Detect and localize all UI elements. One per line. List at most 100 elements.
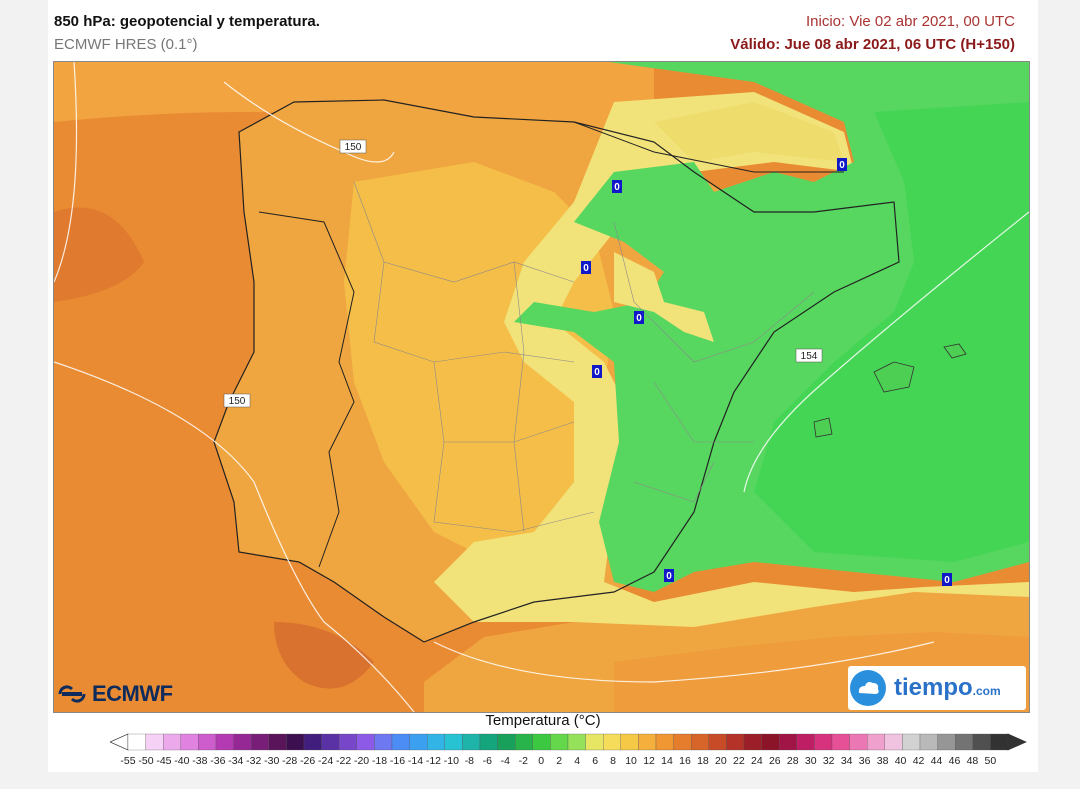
tiempo-logo-text: tiempo.com — [894, 674, 1001, 701]
atlantic-patch — [54, 207, 144, 302]
scale-swatch — [479, 733, 498, 751]
scale-tick-label: -50 — [138, 755, 154, 767]
scale-arrow-right — [1007, 733, 1027, 751]
scale-swatch — [268, 733, 287, 751]
zero-marker-8: 0 — [714, 382, 724, 395]
scale-swatch — [972, 733, 991, 751]
scale-arrow-left — [110, 733, 129, 751]
scale-tick-label: -30 — [264, 755, 280, 767]
scale-swatch — [462, 733, 481, 751]
scale-tick-label: 20 — [715, 755, 727, 767]
forecast-card: 850 hPa: geopotencial y temperatura. ECM… — [48, 0, 1038, 772]
scale-swatch — [655, 733, 674, 751]
scale-swatch — [638, 733, 657, 751]
scale-tick-label: -22 — [336, 755, 352, 767]
scale-swatch — [902, 733, 921, 751]
valid-time: Válido: Jue 08 abr 2021, 06 UTC (H+150) — [730, 36, 1015, 53]
scale-swatch — [374, 733, 393, 751]
ibiza — [813, 417, 833, 438]
scale-swatch — [884, 733, 903, 751]
scale-swatch — [145, 733, 164, 751]
legend-title: Temperatura (°C) — [485, 712, 601, 729]
zero-marker-6: 0 — [664, 569, 674, 582]
scale-swatch — [251, 733, 269, 751]
scale-tick-label: 8 — [610, 755, 617, 767]
scale-swatch — [286, 733, 305, 751]
svg-text:0: 0 — [944, 575, 950, 586]
scale-swatch — [163, 733, 181, 751]
scale-tick-label: -2 — [518, 755, 528, 767]
zero-isotherm-band — [434, 92, 1029, 712]
scale-tick-label: 36 — [858, 755, 871, 767]
scale-swatch — [339, 733, 357, 751]
scale-tick-label: 44 — [930, 755, 943, 767]
scale-tick-label: -10 — [443, 755, 459, 767]
svg-text:154: 154 — [801, 351, 818, 362]
scale-swatch — [515, 733, 533, 751]
scale-tick-label: 28 — [786, 755, 799, 767]
scale-swatch — [779, 733, 797, 751]
scale-tick-label: 46 — [948, 755, 961, 767]
zero-marker-3: 0 — [581, 261, 591, 274]
france-border — [573, 121, 844, 173]
warm-tongue — [614, 252, 714, 342]
zero-marker-2: 0 — [837, 158, 847, 171]
scale-swatch — [409, 733, 428, 751]
scale-swatch — [849, 733, 868, 751]
scale-tick-label: -14 — [407, 755, 424, 767]
scale-tick-label: 30 — [804, 755, 817, 767]
scale-swatch — [620, 733, 639, 751]
scale-tick-label: 4 — [574, 755, 581, 767]
scale-tick-label: -18 — [371, 755, 388, 767]
color-scale — [110, 733, 1027, 751]
svg-text:0: 0 — [583, 263, 589, 274]
scale-swatch — [743, 733, 762, 751]
scale-tick-label: -36 — [210, 755, 226, 767]
mediterranean-cold — [754, 102, 1029, 562]
scale-tick-label: -34 — [228, 755, 244, 767]
tiempo-logo[interactable]: tiempo.com — [848, 666, 1026, 710]
scale-tick-label: -32 — [246, 755, 262, 767]
scale-tick-label: -16 — [389, 755, 406, 767]
scale-tick-label: 18 — [697, 755, 709, 767]
map-title: 850 hPa: geopotencial y temperatura. — [54, 13, 320, 30]
temperature-map[interactable]: 150 150 154 0 0 0 0 0 0 0 0 — [53, 61, 1030, 713]
scale-tick-label: 14 — [661, 755, 673, 767]
contour-label-2: 150 — [223, 393, 251, 408]
scale-swatch — [691, 733, 709, 751]
scale-swatch — [497, 733, 516, 751]
ecmwf-logo: ECMWF — [56, 681, 173, 706]
scale-swatch — [127, 733, 146, 751]
scale-swatch — [198, 733, 217, 751]
scale-tick-label: 42 — [912, 755, 925, 767]
scale-swatch — [937, 733, 956, 751]
scale-tick-label: 38 — [876, 755, 889, 767]
scale-tick-label: 50 — [984, 755, 997, 767]
svg-text:0: 0 — [594, 367, 600, 378]
scale-tick-label: -26 — [300, 755, 316, 767]
cloud-icon — [850, 670, 886, 706]
scale-tick-label: 12 — [643, 755, 655, 767]
cold-sea-patch — [274, 622, 374, 689]
scale-swatch — [796, 733, 815, 751]
scale-swatch — [233, 733, 252, 751]
portugal-border — [258, 211, 355, 568]
mallorca — [873, 361, 915, 393]
pyrenees-band — [654, 102, 844, 162]
scale-swatch — [444, 733, 463, 751]
scale-swatch — [180, 733, 199, 751]
scale-tick-label: -12 — [425, 755, 442, 767]
scale-swatch — [303, 733, 322, 751]
scale-tick-label: 6 — [592, 755, 599, 767]
scale-swatch — [585, 733, 604, 751]
scale-swatch — [867, 733, 885, 751]
geopotential-contours — [54, 62, 1029, 712]
scale-swatch — [831, 733, 850, 751]
scale-labels: -55 -50 -45 -40 -38 -36 -34 -32 -30 -28 -26 -24 -22-… — [116, 755, 996, 769]
iberia-coastline — [213, 99, 900, 643]
scale-swatch — [215, 733, 234, 751]
scale-tick-label: 2 — [556, 755, 563, 767]
scale-tick-label: -45 — [156, 755, 172, 767]
scale-tick-label: -8 — [464, 755, 475, 767]
scale-swatch — [550, 733, 569, 751]
